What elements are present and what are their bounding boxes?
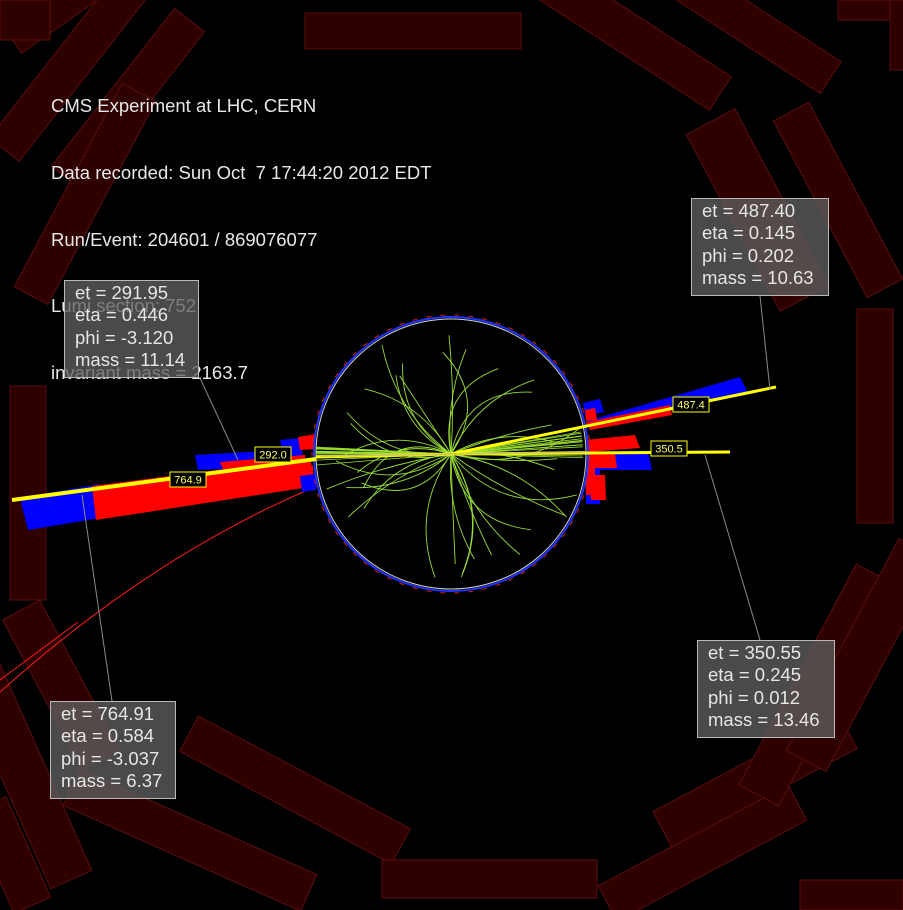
calo-tower: [585, 453, 617, 468]
leader-line: [199, 377, 239, 461]
charged-track: [450, 424, 552, 455]
calo-tower: [585, 408, 597, 421]
jet-axes: [11, 385, 777, 502]
jet-info-box-3: et = 350.55 eta = 0.245 phi = 0.012 mass…: [697, 640, 835, 738]
jet-phi: phi = -3.037: [61, 747, 160, 769]
charged-track: [450, 453, 474, 578]
muon-track: [0, 621, 79, 681]
charged-track: [341, 439, 452, 458]
jet-mass: mass = 10.63: [702, 267, 814, 289]
calo-tower: [298, 434, 316, 450]
jet-et: et = 487.40: [702, 200, 796, 221]
muon-chamber: [0, 0, 51, 41]
jet-energy-tag: 764.9: [174, 475, 202, 487]
jet-energy-tag: 292.0: [259, 450, 287, 462]
charged-track: [402, 363, 452, 455]
jet-energy-tag-box: [169, 471, 207, 488]
recorded-date: Data recorded: Sun Oct 7 17:44:20 2012 E…: [51, 162, 432, 184]
charged-track: [346, 453, 452, 489]
jet-eta: eta = 0.145: [702, 222, 796, 244]
muon-chamber: [837, 0, 903, 21]
jet-energy-tag: 350.5: [655, 444, 683, 456]
jet-mass: mass = 13.46: [708, 709, 820, 731]
charged-track: [395, 375, 452, 455]
jet-axis: [450, 385, 777, 456]
muon-chamber: [799, 879, 903, 910]
jet-axis: [11, 457, 317, 502]
run-event: Run/Event: 204601 / 869076077: [51, 228, 318, 250]
jet-info-box-1: et = 291.95 eta = 0.446 phi = -3.120 mas…: [64, 280, 199, 378]
jet-eta: eta = 0.245: [708, 664, 802, 686]
muon-tracks: [0, 472, 351, 693]
charged-track: [450, 453, 577, 501]
label-leader-lines: [81, 295, 771, 702]
charged-track: [450, 453, 566, 516]
muon-chamber: [304, 12, 522, 50]
jet-energy-tag-box: [672, 396, 710, 413]
charged-track: [450, 440, 583, 455]
jet-eta: eta = 0.584: [61, 725, 155, 747]
muon-chamber: [9, 385, 47, 601]
muon-chamber: [856, 308, 894, 524]
calo-tower: [92, 458, 316, 520]
jet-et: et = 350.55: [708, 642, 802, 663]
charged-track: [450, 453, 456, 564]
leader-line: [759, 295, 771, 391]
experiment-title: CMS Experiment at LHC, CERN: [51, 95, 317, 117]
jet-phi: phi = 0.012: [708, 686, 801, 708]
jet-axis: [319, 451, 586, 457]
jet-energy-tag-box: [650, 440, 688, 457]
charged-track: [449, 453, 475, 560]
charged-track: [347, 453, 452, 518]
muon-chamber: [0, 795, 52, 910]
jet-mass: mass = 6.37: [61, 770, 163, 792]
muon-chamber: [178, 715, 412, 865]
charged-track: [316, 447, 452, 455]
calo-tower: [300, 474, 316, 492]
leader-line: [81, 494, 113, 702]
muon-chamber: [889, 0, 903, 71]
leader-line: [704, 454, 761, 641]
charged-track: [450, 391, 533, 455]
jet-mass: mass = 11.14: [75, 349, 186, 371]
charged-track: [442, 351, 468, 455]
jet-eta: eta = 0.446: [75, 304, 169, 326]
jet-info-box-2: et = 487.40 eta = 0.145 phi = 0.202 mass…: [691, 198, 829, 296]
muon-chamber: [381, 859, 598, 899]
jet-phi: phi = -3.120: [75, 326, 174, 348]
jet-energy-tag-box: [254, 446, 292, 463]
jet-et: et = 291.95: [75, 282, 169, 303]
muon-chamber: [0, 650, 93, 890]
jet-energy-tag: 487.4: [677, 400, 705, 412]
calo-tower: [585, 435, 640, 452]
muon-track: [0, 472, 351, 693]
charged-track: [450, 379, 535, 455]
charged-track: [450, 453, 521, 555]
jet-energy-tags: 292.0 487.4 350.5 764.9: [169, 396, 710, 488]
charged-track: [364, 388, 452, 455]
jet-et: et = 764.91: [61, 703, 155, 724]
charged-track: [381, 344, 452, 455]
muon-chamber: [13, 82, 157, 306]
jet-phi: phi = 0.202: [702, 244, 795, 266]
charged-track: [450, 453, 558, 461]
muon-chamber: [0, 0, 162, 163]
charged-track: [356, 448, 452, 473]
charged-track: [450, 427, 581, 460]
charged-track: [326, 453, 452, 490]
charged-track: [425, 453, 452, 578]
muon-chamber: [639, 0, 842, 95]
jet-info-box-4: et = 764.91 eta = 0.584 phi = -3.037 mas…: [50, 701, 176, 799]
muon-chamber: [535, 0, 732, 111]
calo-tower: [590, 475, 606, 500]
charged-track: [448, 368, 499, 455]
charged-track: [448, 335, 453, 455]
charged-track: [449, 349, 467, 455]
